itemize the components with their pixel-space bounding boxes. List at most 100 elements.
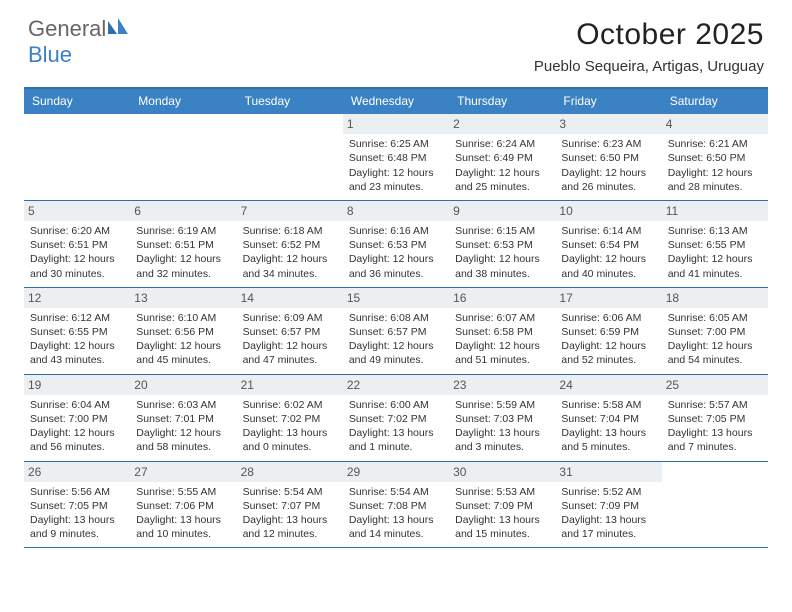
sunset-line: Sunset: 6:56 PM — [136, 325, 230, 339]
day-number: 11 — [662, 201, 768, 221]
day-number: 2 — [449, 114, 555, 134]
daylight-line-1: Daylight: 12 hours — [668, 252, 762, 266]
sunset-line: Sunset: 7:00 PM — [668, 325, 762, 339]
sunrise-line: Sunrise: 6:03 AM — [136, 398, 230, 412]
weeks-container: 1 Sunrise: 6:25 AMSunset: 6:48 PM Daylight… — [24, 114, 768, 548]
sunset-line: Sunset: 7:05 PM — [668, 412, 762, 426]
day-number: 18 — [662, 288, 768, 308]
sunset-line: Sunset: 7:02 PM — [243, 412, 337, 426]
calendar-day-cell: 9Sunrise: 6:15 AMSunset: 6:53 PMDaylight… — [449, 201, 555, 287]
calendar-day-cell: 13Sunrise: 6:10 AMSunset: 6:56 PMDayligh… — [130, 288, 236, 374]
sunrise-line: Sunrise: 6:25 AM — [349, 137, 443, 151]
daylight-line-1: Daylight: 12 hours — [243, 339, 337, 353]
day-number: 6 — [130, 201, 236, 221]
daylight-line-1: Daylight: 12 hours — [30, 252, 124, 266]
sunset-line: Sunset: 6:59 PM — [561, 325, 655, 339]
sunrise-line: Sunrise: 6:23 AM — [561, 137, 655, 151]
daylight-line-2: and 52 minutes. — [561, 353, 655, 367]
sunset-line: Sunset: 7:09 PM — [455, 499, 549, 513]
day-number: 4 — [662, 114, 768, 134]
day-number: 9 — [449, 201, 555, 221]
calendar-day-cell: 19Sunrise: 6:04 AMSunset: 7:00 PMDayligh… — [24, 375, 130, 461]
day-number: 28 — [237, 462, 343, 482]
day-number: 25 — [662, 375, 768, 395]
day-number: 27 — [130, 462, 236, 482]
daylight-line-2: and 47 minutes. — [243, 353, 337, 367]
daylight-line-2: and 41 minutes. — [668, 267, 762, 281]
sunrise-line: Sunrise: 6:12 AM — [30, 311, 124, 325]
sail-icon — [108, 18, 128, 40]
calendar-day-cell: 15Sunrise: 6:08 AMSunset: 6:57 PMDayligh… — [343, 288, 449, 374]
daylight-line-2: and 5 minutes. — [561, 440, 655, 454]
daylight-line-1: Daylight: 12 hours — [136, 252, 230, 266]
day-header: Saturday — [662, 89, 768, 114]
sunset-line: Sunset: 6:51 PM — [136, 238, 230, 252]
calendar-day-cell: 21Sunrise: 6:02 AMSunset: 7:02 PMDayligh… — [237, 375, 343, 461]
sunset-line: Sunset: 7:06 PM — [136, 499, 230, 513]
sunrise-line: Sunrise: 6:05 AM — [668, 311, 762, 325]
calendar-day-cell: 29Sunrise: 5:54 AMSunset: 7:08 PMDayligh… — [343, 462, 449, 548]
sunset-line: Sunset: 6:55 PM — [30, 325, 124, 339]
daylight-line-2: and 32 minutes. — [136, 267, 230, 281]
daylight-line-1: Daylight: 12 hours — [561, 166, 655, 180]
daylight-line-2: and 14 minutes. — [349, 527, 443, 541]
sunrise-line: Sunrise: 6:19 AM — [136, 224, 230, 238]
calendar-day-cell: 20Sunrise: 6:03 AMSunset: 7:01 PMDayligh… — [130, 375, 236, 461]
day-number: 26 — [24, 462, 130, 482]
daylight-line-2: and 58 minutes. — [136, 440, 230, 454]
calendar-week-row: 5Sunrise: 6:20 AMSunset: 6:51 PMDaylight… — [24, 201, 768, 288]
calendar-day-cell — [130, 114, 236, 200]
daylight-line-2: and 30 minutes. — [30, 267, 124, 281]
daylight-line-2: and 7 minutes. — [668, 440, 762, 454]
calendar: Sunday Monday Tuesday Wednesday Thursday… — [24, 87, 768, 548]
day-number: 17 — [555, 288, 661, 308]
day-number: 13 — [130, 288, 236, 308]
daylight-line-2: and 34 minutes. — [243, 267, 337, 281]
sunset-line: Sunset: 6:53 PM — [455, 238, 549, 252]
daylight-line-1: Daylight: 13 hours — [349, 426, 443, 440]
sunrise-line: Sunrise: 5:58 AM — [561, 398, 655, 412]
day-number: 20 — [130, 375, 236, 395]
daylight-line-2: and 54 minutes. — [668, 353, 762, 367]
sunrise-line: Sunrise: 5:57 AM — [668, 398, 762, 412]
day-number: 7 — [237, 201, 343, 221]
day-header: Thursday — [449, 89, 555, 114]
calendar-day-cell: 2Sunrise: 6:24 AMSunset: 6:49 PMDaylight… — [449, 114, 555, 200]
logo-text-first: General — [28, 18, 106, 40]
calendar-week-row: 12Sunrise: 6:12 AMSunset: 6:55 PMDayligh… — [24, 288, 768, 375]
day-number: 10 — [555, 201, 661, 221]
calendar-day-cell: 30Sunrise: 5:53 AMSunset: 7:09 PMDayligh… — [449, 462, 555, 548]
sunrise-line: Sunrise: 6:15 AM — [455, 224, 549, 238]
calendar-day-cell: 8Sunrise: 6:16 AMSunset: 6:53 PMDaylight… — [343, 201, 449, 287]
daylight-line-1: Daylight: 13 hours — [30, 513, 124, 527]
sunrise-line: Sunrise: 6:13 AM — [668, 224, 762, 238]
calendar-week-row: 26Sunrise: 5:56 AMSunset: 7:05 PMDayligh… — [24, 462, 768, 549]
daylight-line-2: and 56 minutes. — [30, 440, 124, 454]
sunset-line: Sunset: 6:57 PM — [243, 325, 337, 339]
sunrise-line: Sunrise: 6:20 AM — [30, 224, 124, 238]
sunrise-line: Sunrise: 6:21 AM — [668, 137, 762, 151]
daylight-line-1: Daylight: 13 hours — [668, 426, 762, 440]
day-number: 21 — [237, 375, 343, 395]
sunrise-line: Sunrise: 6:08 AM — [349, 311, 443, 325]
daylight-line-1: Daylight: 12 hours — [561, 252, 655, 266]
sunrise-line: Sunrise: 6:09 AM — [243, 311, 337, 325]
daylight-line-1: Daylight: 12 hours — [349, 252, 443, 266]
daylight-line-1: Daylight: 13 hours — [243, 426, 337, 440]
day-number: 5 — [24, 201, 130, 221]
calendar-day-cell: 7Sunrise: 6:18 AMSunset: 6:52 PMDaylight… — [237, 201, 343, 287]
sunset-line: Sunset: 6:50 PM — [561, 151, 655, 165]
sunrise-line: Sunrise: 5:56 AM — [30, 485, 124, 499]
calendar-day-cell: 31Sunrise: 5:52 AMSunset: 7:09 PMDayligh… — [555, 462, 661, 548]
sunrise-line: Sunrise: 5:54 AM — [243, 485, 337, 499]
daylight-line-1: Daylight: 13 hours — [136, 513, 230, 527]
day-number: 24 — [555, 375, 661, 395]
sunset-line: Sunset: 6:55 PM — [668, 238, 762, 252]
calendar-day-cell: 4Sunrise: 6:21 AMSunset: 6:50 PMDaylight… — [662, 114, 768, 200]
day-number: 1 — [343, 114, 449, 134]
sunrise-line: Sunrise: 5:54 AM — [349, 485, 443, 499]
daylight-line-2: and 3 minutes. — [455, 440, 549, 454]
daylight-line-1: Daylight: 12 hours — [455, 166, 549, 180]
daylight-line-2: and 40 minutes. — [561, 267, 655, 281]
sunset-line: Sunset: 6:48 PM — [349, 151, 443, 165]
